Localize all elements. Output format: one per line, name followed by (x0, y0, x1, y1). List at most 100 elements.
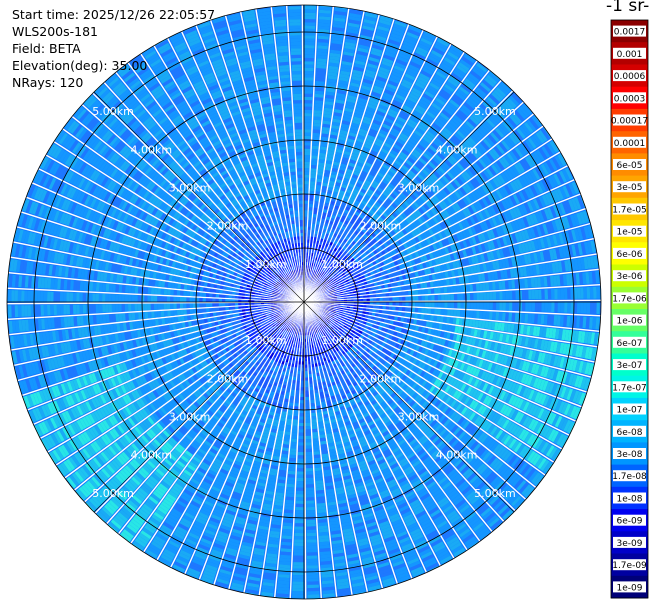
instrument-text: WLS200s-181 (12, 24, 98, 39)
ray-61 (274, 301, 305, 599)
ring-label: 3.00km (398, 182, 440, 195)
ray-50 (303, 301, 453, 567)
ray-114 (212, 15, 305, 303)
ray-95 (17, 211, 305, 303)
colorbar-label-bg (613, 25, 646, 37)
colorbar-label: 6e-08 (617, 428, 643, 438)
ray-92 (8, 256, 305, 303)
ring-label: 3.00km (398, 411, 440, 424)
ray-12 (303, 61, 491, 303)
ray-111 (169, 31, 305, 303)
ray-59 (303, 301, 320, 600)
colorbar-label-bg (613, 448, 646, 459)
ray-106 (105, 71, 305, 303)
ring-label: 3.00km (169, 182, 211, 195)
ray-34 (303, 301, 595, 378)
ray-15 (303, 92, 525, 303)
ray-45 (303, 301, 514, 523)
ray-113 (197, 19, 305, 303)
colorbar-label-bg (613, 181, 646, 193)
ray-36 (303, 301, 587, 408)
ray-68 (170, 301, 305, 574)
ray-35 (303, 301, 591, 393)
colorbar-label: 1e-05 (617, 228, 643, 238)
colorbar-label-bg (613, 70, 646, 82)
ray-32 (303, 301, 600, 348)
ray-73 (105, 301, 305, 533)
colorbar-label-bg (613, 314, 646, 326)
ray-63 (243, 301, 305, 596)
ray-20 (303, 153, 569, 303)
ray-101 (54, 128, 305, 303)
colorbar-label: 6e-09 (617, 517, 643, 527)
ray-56 (303, 301, 366, 596)
ray-31 (303, 301, 601, 332)
nrays-text: NRays: 120 (12, 75, 84, 90)
ray-25 (303, 225, 595, 303)
colorbar-label: 0.0017 (614, 28, 646, 38)
ray-78 (55, 301, 305, 477)
colorbar-label-bg (613, 514, 646, 526)
ray-88 (7, 301, 305, 333)
ray-65 (213, 301, 305, 589)
ray-116 (242, 8, 305, 303)
ray-1 (303, 5, 334, 303)
ray-89 (6, 301, 305, 318)
ray-4 (303, 11, 380, 303)
ring-label: 1.00km (321, 258, 363, 271)
ray-103 (73, 103, 305, 303)
ray-14 (303, 81, 514, 303)
ring-label: 4.00km (131, 143, 173, 156)
ring-label: 3.00km (169, 411, 211, 424)
colorbar-label: 6e-07 (617, 339, 643, 349)
ring-label: 2.00km (360, 372, 402, 385)
ray-21 (303, 167, 575, 303)
ray-40 (303, 301, 562, 463)
ray-60 (289, 301, 305, 599)
range-rings (6, 4, 602, 600)
ray-97 (26, 182, 305, 303)
ray-90 (7, 287, 305, 303)
ray-71 (130, 301, 305, 552)
ray-70 (143, 301, 305, 560)
range-ring-labels: 1.00km 1.00km 1.00km 1.00km 2.00km 2.00km 2.00… (92, 105, 515, 500)
ray-10 (303, 44, 465, 303)
colorbar-label-bg (613, 536, 646, 548)
ring-label: 5.00km (92, 487, 134, 500)
colorbar-label: 3e-07 (617, 361, 643, 371)
ray-77 (64, 301, 305, 489)
colorbar-label-bg (613, 381, 646, 393)
ray-11 (303, 52, 478, 303)
ring-label: 5.00km (474, 105, 516, 118)
ring-label: 2.00km (207, 220, 249, 233)
ray-67 (184, 301, 305, 580)
ray-22 (303, 181, 581, 303)
colorbar-label: 1.7e-07 (612, 383, 647, 393)
ray-108 (129, 53, 305, 303)
ray-102 (63, 115, 305, 303)
ring-label: 2.00km (207, 372, 249, 385)
ray-48 (303, 301, 479, 551)
colorbar-label: 0.0006 (614, 72, 646, 82)
colorbar-label: 6e-06 (617, 250, 643, 260)
colorbar-label: 1.7e-08 (612, 472, 647, 482)
ray-84 (17, 301, 305, 394)
ray-91 (7, 272, 305, 303)
colorbar-label-bg (613, 336, 646, 348)
ray-76 (73, 301, 305, 501)
colorbar-label: 1.7e-05 (612, 206, 647, 216)
ray-28 (303, 271, 601, 303)
ray-51 (303, 301, 439, 573)
ray-98 (32, 168, 305, 303)
ray-3 (303, 8, 365, 303)
ray-107 (117, 62, 305, 303)
colorbar-label-bg (613, 47, 646, 59)
ray-47 (303, 301, 491, 542)
ring-label: 2.00km (360, 220, 402, 233)
colorbar-label-bg (613, 359, 646, 371)
ray-44 (303, 301, 525, 512)
ray-52 (303, 301, 425, 579)
colorbar-frame (610, 19, 649, 599)
ray-112 (183, 25, 305, 303)
